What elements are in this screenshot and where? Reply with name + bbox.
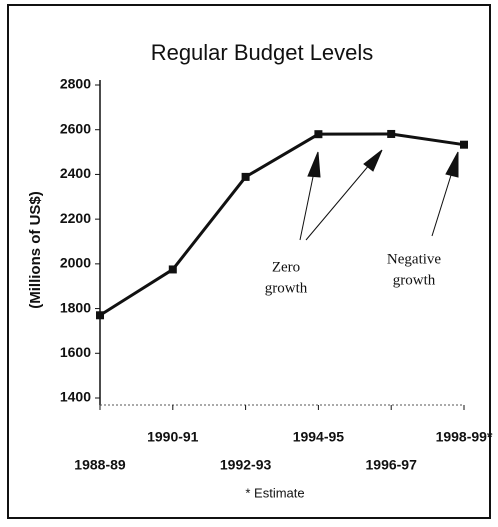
y-tick-label: 2200 <box>60 210 91 226</box>
chart-border <box>7 4 491 519</box>
x-tick-label: 1994-95 <box>293 429 345 445</box>
arrow-head <box>363 149 383 172</box>
x-tick-label: 1996-97 <box>366 457 418 473</box>
y-tick-label: 2800 <box>60 76 91 92</box>
y-tick-label: 1400 <box>60 389 91 405</box>
y-axis-label: (Millions of US$) <box>27 191 44 309</box>
y-tick-label: 2600 <box>60 120 91 136</box>
arrow <box>299 171 315 241</box>
x-tick-label: 1998-99* <box>436 429 493 445</box>
x-tick-label: 1992-93 <box>220 457 272 473</box>
y-tick-label: 2000 <box>60 255 91 271</box>
data-point <box>387 129 396 138</box>
arrow <box>305 163 371 241</box>
annotation: Negative <box>387 251 441 267</box>
arrows <box>299 149 459 241</box>
chart-title: Regular Budget Levels <box>151 40 374 65</box>
arrow-head <box>307 151 321 178</box>
data-point <box>241 172 250 181</box>
annotation: Zero <box>272 259 300 275</box>
annotation: growth <box>265 280 308 296</box>
x-tick-label: 1988-89 <box>74 457 126 473</box>
arrow <box>431 171 453 237</box>
footnote: * Estimate <box>245 485 304 500</box>
data-line <box>99 132 465 317</box>
data-point <box>314 130 323 139</box>
data-point <box>168 265 177 274</box>
y-tick-label: 1800 <box>60 299 91 315</box>
annotation: growth <box>393 272 436 288</box>
y-tick-label: 1600 <box>60 344 91 360</box>
y-tick-label: 2400 <box>60 165 91 181</box>
data-point <box>460 140 468 149</box>
data-point <box>96 311 104 320</box>
arrow-head <box>445 151 459 178</box>
x-tick-label: 1990-91 <box>147 429 199 445</box>
